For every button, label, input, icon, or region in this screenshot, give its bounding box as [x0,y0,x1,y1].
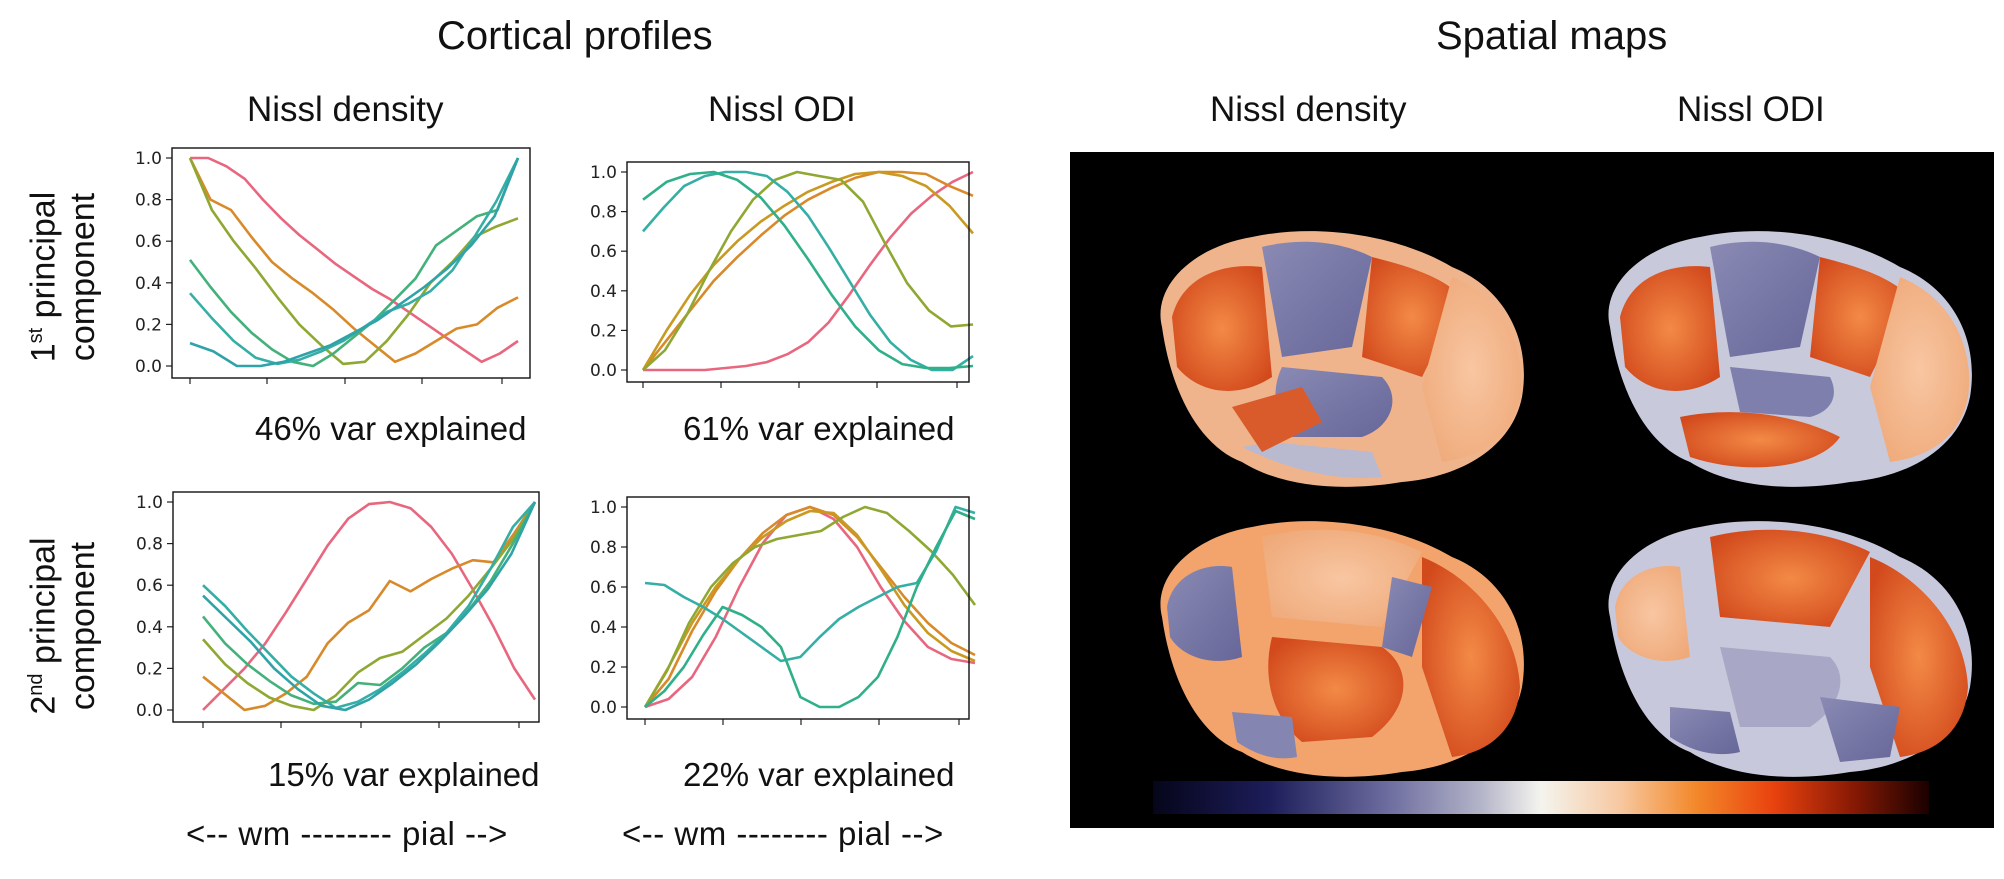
plot-frame [172,491,540,723]
chart-pc2-nissl-density: 0.0 0.2 0.4 0.6 0.8 1.0 [136,491,540,728]
series-line-green [643,505,977,708]
y-tick-label: 1.0 [590,498,617,518]
row2-line1: principal [24,537,63,674]
map-title-nissl-density: Nissl density [1210,90,1407,129]
series-line-orange [188,157,519,364]
spatial-maps-panel [1070,152,1994,828]
y-tick-label: 0.8 [590,203,617,223]
row1-line1: principal [24,191,63,328]
row1-ordinal: 1 [24,343,63,363]
series-line-olive [202,501,537,712]
var-explained-pc2-density: 15% var explained [268,756,540,793]
series-line-orange [641,170,974,371]
series-line-teal [642,170,974,372]
y-tick-label: 0.8 [136,535,163,555]
row2-line2: component [64,541,103,711]
y-tick-label: 0.8 [135,191,162,211]
y-tick-label: 0.8 [590,538,617,558]
y-tick-label: 0.0 [590,361,617,381]
brain-map-pc1-odi [1608,231,1972,487]
var-explained-pc1-odi: 61% var explained [683,410,955,447]
plot-frame [626,496,970,720]
series-line-teal2 [202,501,537,712]
series-line-pink [643,170,974,372]
chart-pc2-nissl-odi: 0.0 0.2 0.4 0.6 0.8 1.0 [590,496,977,725]
y-tick-label: 0.0 [136,701,163,721]
row1-suffix: st [25,327,47,344]
series-line-green [188,157,520,368]
col-title-nissl-density: Nissl density [247,90,444,129]
y-tick-label: 0.6 [135,232,162,252]
spatial-maps-heading: Spatial maps [1436,14,1668,58]
plot-frame [171,147,531,379]
y-tick-label: 0.6 [136,576,163,596]
y-tick-label: 1.0 [590,163,617,183]
series-line-orange [202,501,537,712]
col-title-nissl-odi: Nissl ODI [708,90,856,129]
var-explained-pc2-odi: 22% var explained [683,756,955,793]
series-line-pink [644,505,976,709]
colorbar [1153,781,1929,814]
y-tick-label: 0.0 [590,698,617,718]
row2-suffix: nd [25,673,47,696]
y-tick-label: 0.2 [590,321,617,341]
series-line-teal2 [189,157,520,368]
series-line-pink [190,156,519,364]
y-tick-label: 0.4 [135,274,162,294]
y-tick-label: 0.6 [590,242,617,262]
series-line-green [201,501,537,706]
row-label-first-pc: 1st principal component [16,167,102,387]
plot-frame [626,161,970,383]
series-line-teal2 [644,509,976,709]
brain-map-pc2-density [1160,521,1524,777]
brain-map-pc2-odi [1608,521,1972,777]
series-line-olive [643,509,976,708]
series-line-teal [202,501,536,710]
y-tick-label: 0.4 [136,618,163,638]
y-tick-label: 0.6 [590,578,617,598]
y-tick-label: 0.4 [590,618,617,638]
var-explained-pc1-density: 46% var explained [255,410,527,447]
row-label-second-pc: 2nd principal component [16,516,102,736]
axis-direction-density: <-- wm -------- pial --> [186,815,508,852]
brain-maps [1160,231,1972,777]
series-line-pink [202,500,537,711]
y-tick-label: 0.4 [590,282,617,302]
y-tick-label: 0.2 [135,315,162,335]
series-line-teal [644,505,976,663]
y-tick-label: 0.0 [135,357,162,377]
row2-ordinal: 2 [24,695,63,715]
y-tick-label: 1.0 [136,493,163,513]
y-tick-label: 0.2 [590,658,617,678]
series-line-orange2 [641,170,974,371]
series-line-olive [188,157,519,366]
map-title-nissl-odi: Nissl ODI [1677,90,1825,129]
chart-pc1-nissl-density: 0.0 0.2 0.4 0.6 0.8 1.0 [135,147,531,384]
y-tick-label: 0.2 [136,659,163,679]
axis-direction-odi: <-- wm -------- pial --> [622,815,944,852]
cortical-profiles-heading: Cortical profiles [437,14,713,58]
y-tick-label: 1.0 [135,149,162,169]
row1-line2: component [64,192,103,362]
series-line-green [642,170,974,370]
brain-map-pc1-density [1160,231,1524,487]
series-line-orange [644,505,976,708]
chart-pc1-nissl-odi: 0.0 0.2 0.4 0.6 0.8 1.0 [590,161,974,388]
series-line-olive [642,170,974,371]
